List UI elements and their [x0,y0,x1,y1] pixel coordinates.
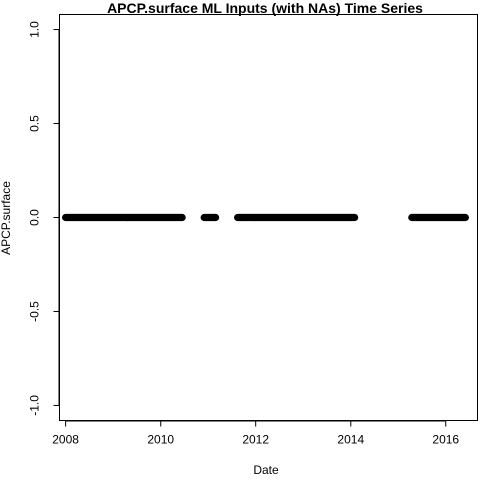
y-tick-label: 1.0 [28,21,42,38]
y-tick-label: -0.5 [28,301,42,322]
x-axis-label: Date [253,463,279,477]
data-point [351,213,359,222]
data-points [62,213,470,222]
data-point [212,213,220,222]
x-tick-label: 2012 [242,433,269,447]
chart-title: APCP.surface ML Inputs (with NAs) Time S… [107,0,423,16]
y-axis: -1.0 -0.5 0.0 0.5 1.0 [28,21,60,416]
x-tick-label: 2016 [432,433,459,447]
x-axis: 2008 2010 2012 2014 2016 [52,420,459,447]
data-point [178,213,186,222]
y-tick-label: -1.0 [28,395,42,416]
x-tick-label: 2010 [147,433,174,447]
x-tick-label: 2014 [337,433,364,447]
y-tick-label: 0.0 [28,209,42,226]
data-point [461,213,470,222]
y-axis-label: APCP.surface [0,181,13,255]
y-tick-label: 0.5 [28,115,42,132]
x-tick-label: 2008 [52,433,79,447]
